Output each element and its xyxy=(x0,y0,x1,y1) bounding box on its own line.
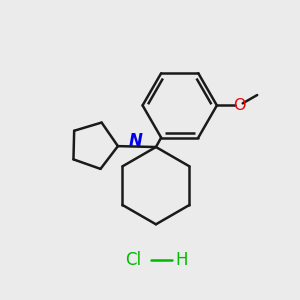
Text: H: H xyxy=(175,251,188,269)
Text: N: N xyxy=(128,132,142,150)
Text: Cl: Cl xyxy=(126,251,142,269)
Text: O: O xyxy=(233,98,245,113)
